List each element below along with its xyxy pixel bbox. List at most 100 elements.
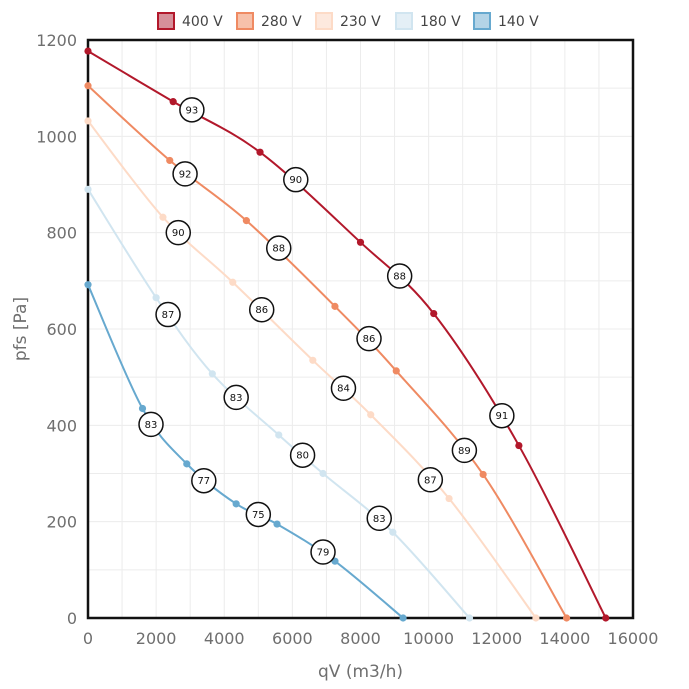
efficiency-label-circle: [489, 402, 515, 429]
efficiency-label: 75: [245, 501, 272, 528]
efficiency-label-text: 93: [186, 105, 199, 116]
efficiency-label-circle: [165, 219, 192, 246]
data-point: [392, 367, 400, 375]
data-point: [84, 185, 92, 193]
x-tick-label: 12000: [471, 629, 522, 648]
efficiency-label-text: 87: [424, 475, 437, 486]
efficiency-label-circle: [330, 375, 357, 401]
efficiency-label-circle: [191, 467, 217, 494]
efficiency-label-circle: [179, 97, 205, 123]
data-point: [479, 470, 487, 479]
efficiency-label-circle: [155, 301, 181, 328]
efficiency-label-text: 91: [495, 411, 508, 422]
efficiency-label-circle: [245, 501, 272, 528]
series-line: [87, 50, 607, 619]
efficiency-label: 84: [330, 375, 357, 401]
efficiency-label: 77: [191, 467, 217, 494]
data-point: [84, 82, 92, 90]
data-point: [319, 469, 327, 478]
data-point: [159, 213, 167, 221]
series-layer: [84, 47, 610, 622]
legend-item: 140 V: [473, 12, 539, 30]
legend-label: 400 V: [182, 14, 223, 30]
legend: 400 V 280 V 230 V 180 V 140 V: [157, 12, 539, 30]
efficiency-label: 83: [138, 411, 164, 438]
efficiency-label: 79: [310, 539, 336, 565]
x-axis-title: qV (m3/h): [318, 662, 403, 682]
efficiency-label-text: 77: [197, 476, 210, 487]
efficiency-label-circle: [266, 235, 292, 261]
efficiency-label: 93: [179, 97, 205, 123]
efficiency-label-circle: [366, 505, 392, 532]
efficiency-label-circle: [138, 411, 164, 438]
efficiency-label-text: 90: [172, 228, 185, 239]
legend-swatch: [236, 12, 254, 30]
y-axis-title: pfs [Pa]: [11, 297, 31, 361]
data-point: [169, 98, 177, 106]
efficiency-label: 88: [266, 235, 292, 261]
efficiency-label-text: 80: [296, 451, 309, 462]
data-point: [183, 460, 191, 468]
data-point: [275, 431, 283, 439]
legend-swatch: [473, 12, 491, 30]
data-point: [242, 217, 250, 225]
efficiency-label-text: 86: [255, 305, 268, 316]
y-tick-label: 200: [46, 513, 77, 532]
series-280v: [84, 82, 571, 622]
y-tick-label: 800: [46, 224, 77, 243]
data-point: [465, 614, 474, 622]
efficiency-label-circle: [451, 437, 478, 464]
data-point: [399, 614, 407, 622]
efficiency-label-circle: [356, 325, 382, 352]
data-point: [138, 404, 147, 413]
efficiency-label: 80: [289, 442, 316, 468]
data-point: [229, 278, 237, 286]
x-tick-label: 4000: [204, 629, 245, 648]
data-point: [166, 156, 174, 165]
data-point: [273, 520, 281, 528]
legend-item: 230 V: [315, 12, 381, 30]
legend-item: 180 V: [395, 12, 461, 30]
legend-item: 280 V: [236, 12, 302, 30]
efficiency-label: 87: [155, 301, 181, 328]
data-point: [532, 614, 540, 622]
y-tick-label: 1000: [36, 127, 77, 146]
efficiency-label-circle: [172, 161, 198, 187]
x-tick-label: 16000: [608, 629, 659, 648]
data-point: [445, 494, 453, 503]
efficiency-label: 86: [248, 296, 275, 323]
efficiency-label-text: 89: [458, 446, 471, 457]
efficiency-label-text: 75: [252, 510, 265, 521]
data-point: [232, 500, 240, 508]
data-point: [430, 309, 438, 318]
legend-label: 180 V: [420, 14, 461, 30]
data-point: [562, 614, 571, 622]
y-tick-label: 400: [46, 416, 77, 435]
series-400v: [84, 47, 610, 622]
plot-frame: [86, 38, 635, 620]
x-tick-label: 6000: [272, 629, 313, 648]
efficiency-label-circle: [283, 166, 309, 193]
efficiency-label-text: 87: [162, 310, 175, 321]
efficiency-label-circle: [223, 384, 249, 411]
efficiency-label-circle: [289, 442, 316, 468]
efficiency-label-text: 83: [145, 420, 158, 431]
x-tick-label: 8000: [340, 629, 381, 648]
efficiency-annotations: 93 90 88 91 92 88 86 89 90 86 84 87 87 83 80 83 83 77 75 79: [138, 97, 515, 565]
x-axis-ticks: 0 2000 4000 6000 8000 10000 12000 14000 16000: [83, 629, 659, 648]
data-point: [515, 441, 523, 450]
legend-swatch: [395, 12, 413, 30]
grid: [87, 39, 634, 619]
efficiency-label-text: 88: [393, 272, 406, 283]
legend-label: 280 V: [261, 14, 302, 30]
data-point: [602, 614, 610, 622]
efficiency-label-text: 86: [363, 334, 376, 345]
efficiency-label: 88: [386, 263, 413, 289]
series-line: [87, 85, 568, 619]
efficiency-label: 90: [283, 166, 309, 193]
efficiency-label: 89: [451, 437, 478, 464]
efficiency-label-text: 84: [337, 384, 350, 395]
series-line: [87, 120, 537, 619]
data-point: [208, 370, 216, 378]
